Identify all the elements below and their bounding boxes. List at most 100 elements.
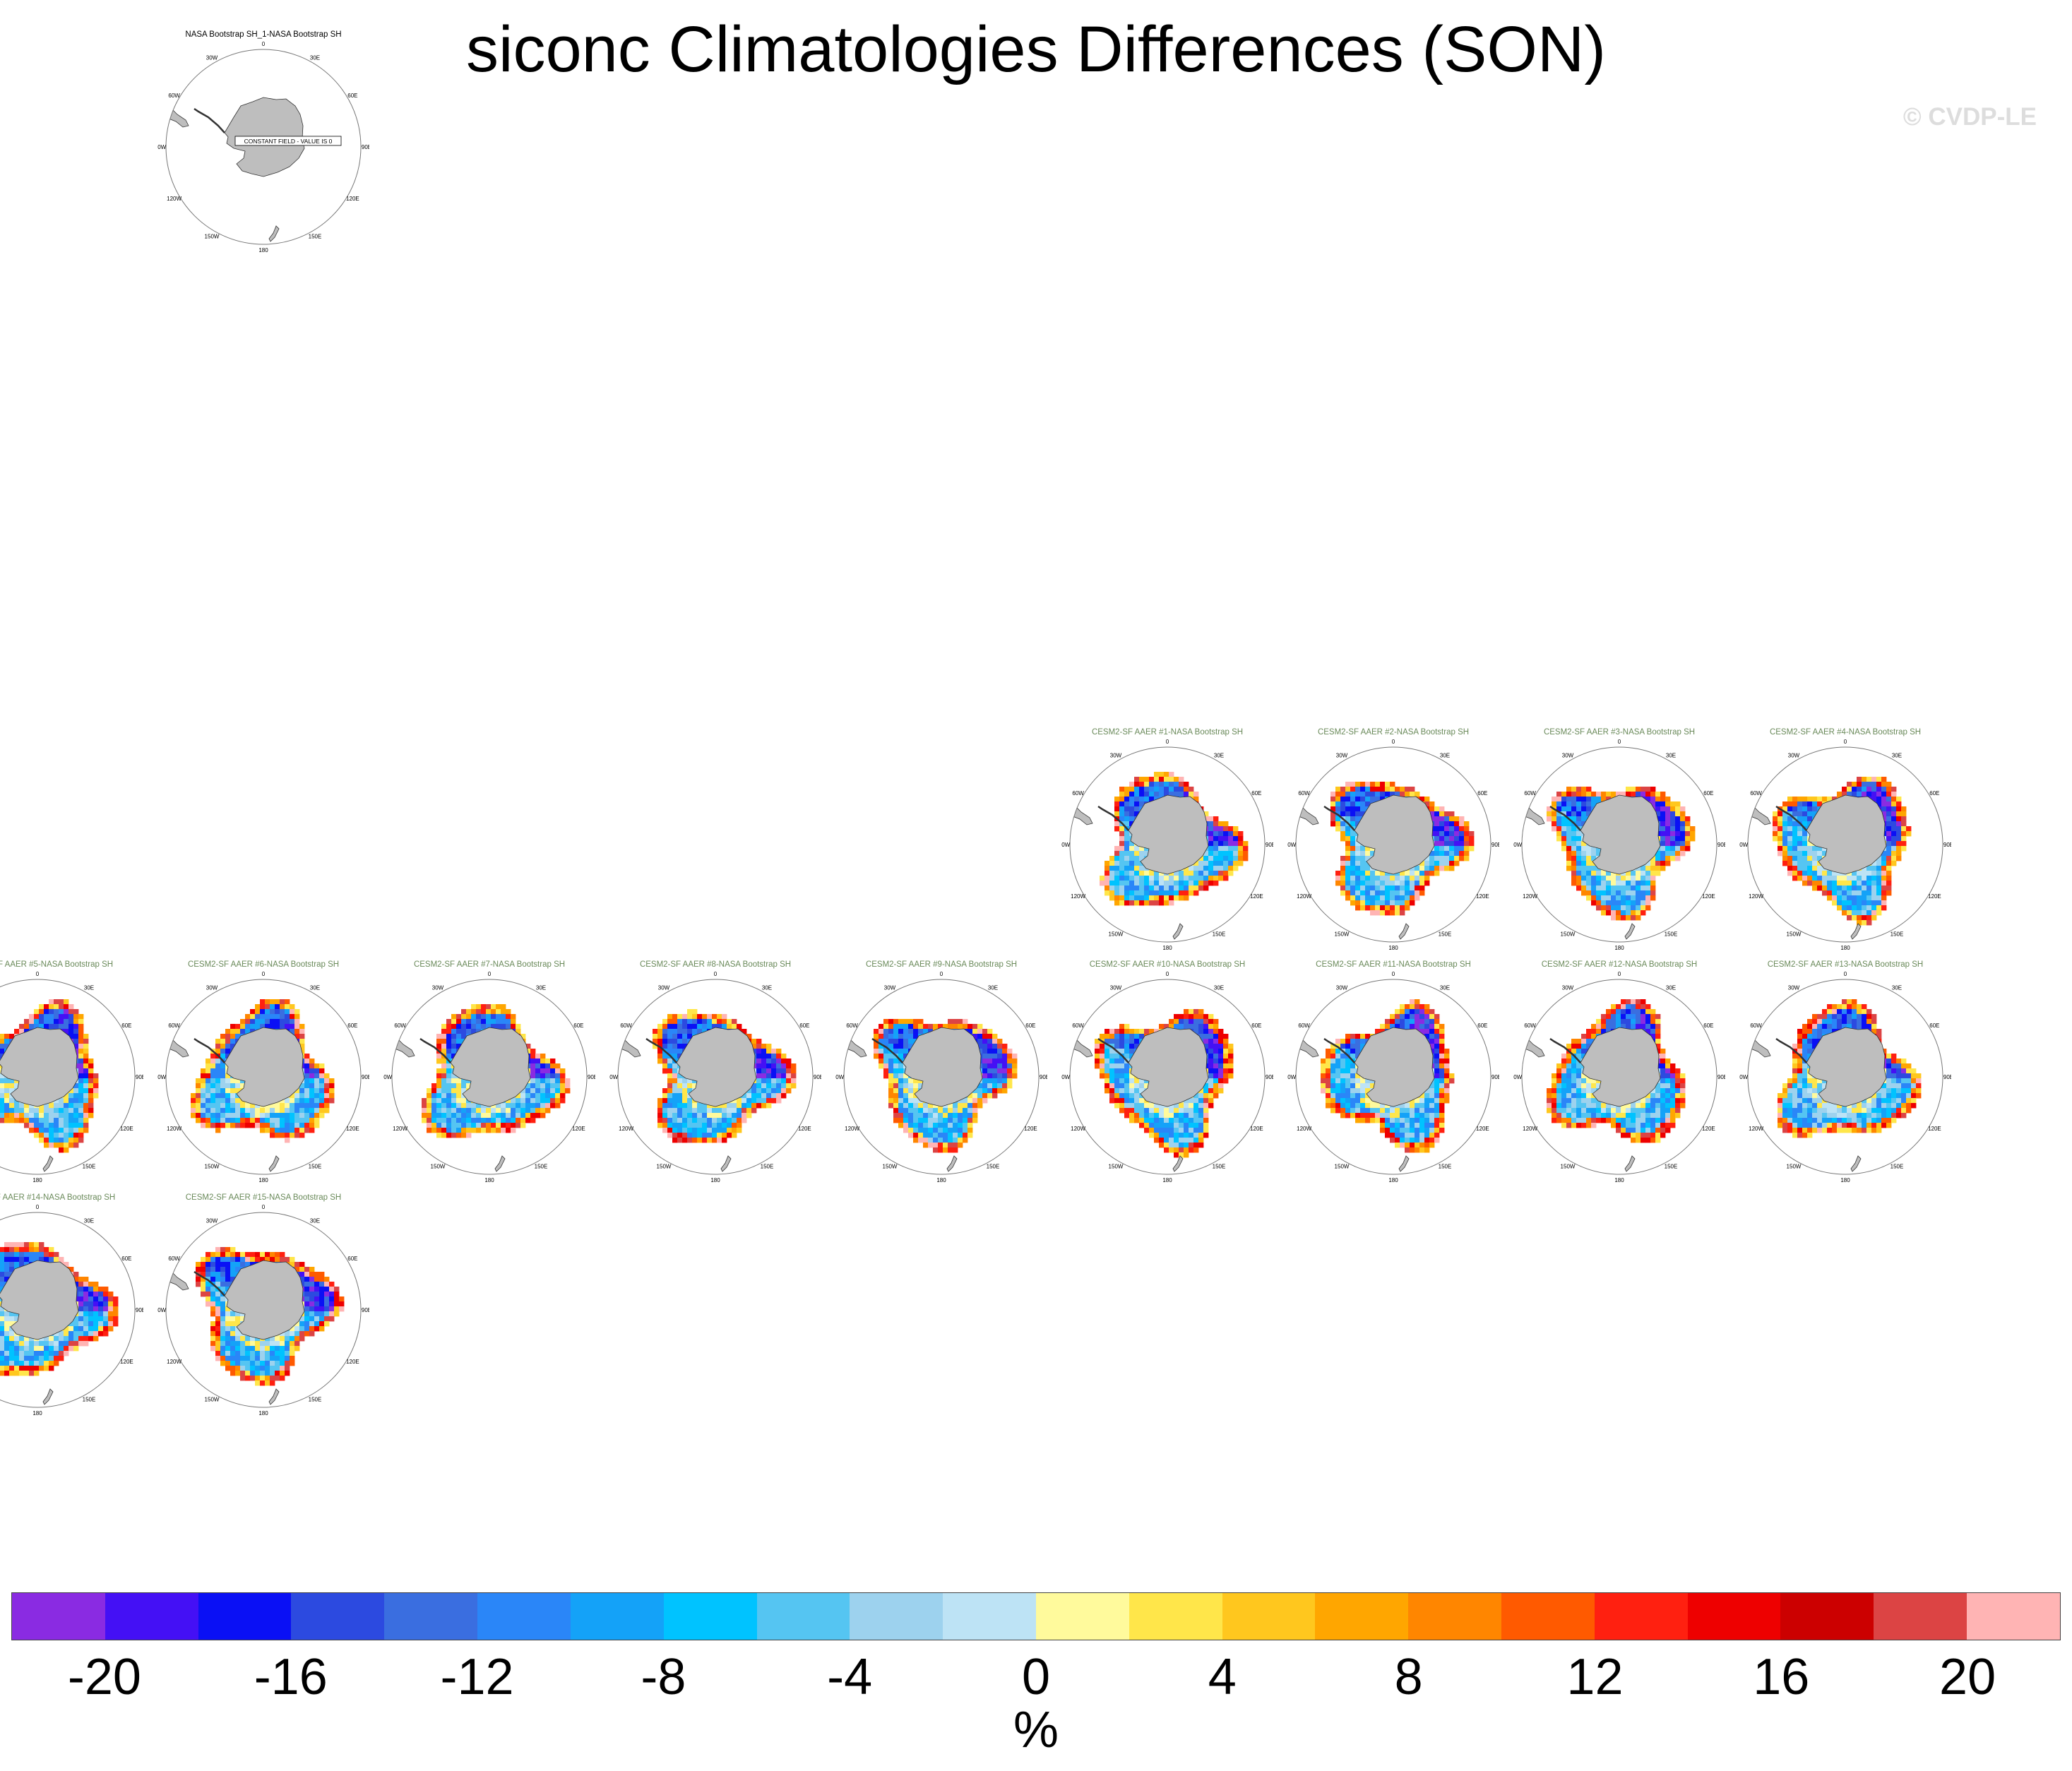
sea-ice-cell — [1410, 900, 1415, 906]
sea-ice-cell — [1837, 792, 1842, 797]
sea-ice-cell — [712, 1019, 718, 1025]
sea-ice-cell — [471, 1009, 477, 1015]
sea-ice-cell — [781, 1068, 787, 1074]
sea-ice-cell — [1129, 876, 1135, 881]
sea-ice-cell — [64, 1147, 69, 1153]
sea-ice-cell — [776, 1068, 782, 1074]
sea-ice-cell — [280, 1004, 285, 1010]
sea-ice-cell — [1576, 801, 1582, 807]
sea-ice-cell — [1797, 861, 1803, 866]
sea-ice-cell — [1680, 821, 1686, 827]
antarctic-peninsula — [1323, 805, 1355, 831]
sea-ice-cell — [275, 1014, 280, 1020]
sea-ice-cell — [299, 1088, 305, 1094]
sea-ice-cell — [294, 1103, 300, 1109]
sea-ice-cell — [722, 1103, 727, 1109]
sea-ice-cell — [1380, 881, 1386, 886]
sea-ice-cell — [314, 1093, 320, 1099]
sea-ice-cell — [1454, 831, 1460, 837]
sea-ice-cell — [1114, 821, 1120, 827]
sea-ice-cell — [83, 1088, 89, 1094]
sea-ice-cell — [441, 1034, 447, 1039]
sea-ice-cell — [1355, 871, 1361, 876]
sea-ice-cell — [1405, 876, 1410, 881]
sea-ice-cell — [1866, 915, 1872, 921]
sea-ice-cell — [1410, 886, 1415, 891]
sea-ice-cell — [1159, 787, 1165, 792]
sea-ice-cell — [1611, 876, 1616, 881]
sea-ice-cell — [456, 1083, 462, 1089]
sea-ice-cell — [908, 1029, 914, 1034]
sea-ice-cell — [717, 1113, 722, 1119]
sea-ice-cell — [1464, 846, 1470, 852]
sea-ice-cell — [304, 1078, 310, 1084]
sea-ice-cell — [1837, 905, 1842, 911]
sea-ice-cell — [1596, 900, 1602, 906]
sea-ice-cell — [466, 1024, 472, 1030]
sea-ice-cell — [1591, 886, 1597, 891]
sea-ice-cell — [525, 1118, 531, 1123]
sea-ice-cell — [39, 1009, 44, 1015]
sea-ice-cell — [496, 1103, 501, 1109]
sea-ice-cell — [0, 1073, 5, 1079]
sea-ice-cell — [1621, 792, 1626, 797]
sea-ice-cell — [501, 1113, 506, 1119]
sea-ice-cell — [1601, 890, 1607, 896]
sea-ice-cell — [1434, 806, 1440, 812]
sea-ice-cell — [972, 1024, 978, 1030]
sea-ice-cell — [1129, 787, 1135, 792]
sea-ice-cell — [1621, 881, 1626, 886]
sea-ice-cell — [903, 1034, 909, 1039]
tasmania-landmass — [1253, 922, 1265, 931]
longitude-label: 0 — [262, 971, 266, 977]
sea-ice-cell — [461, 1133, 467, 1138]
sea-ice-cell — [1213, 841, 1219, 847]
sea-ice-cell — [93, 1073, 99, 1079]
sea-ice-cell — [9, 1088, 15, 1094]
sea-ice-cell — [923, 1029, 929, 1034]
sea-ice-cell — [329, 1083, 335, 1089]
sea-ice-cell — [903, 1039, 909, 1044]
sea-ice-cell — [888, 1044, 894, 1049]
sea-ice-cell — [766, 1049, 772, 1054]
sea-ice-cell — [1862, 876, 1867, 881]
sea-ice-cell — [1581, 841, 1587, 847]
sea-ice-cell — [879, 1034, 884, 1039]
sea-ice-cell — [545, 1063, 551, 1069]
sea-ice-cell — [550, 1073, 556, 1079]
sea-ice-cell — [83, 1059, 89, 1064]
longitude-label: 90W — [1287, 842, 1297, 848]
sea-ice-cell — [727, 1019, 732, 1025]
longitude-label: 0 — [262, 41, 266, 47]
sea-ice-cell — [766, 1088, 772, 1094]
sea-ice-cell — [1645, 886, 1651, 891]
sea-ice-cell — [451, 1083, 457, 1089]
sea-ice-cell — [59, 1108, 64, 1114]
sea-ice-cell — [280, 1118, 285, 1123]
sea-ice-cell — [1370, 851, 1376, 857]
sea-ice-cell — [540, 1098, 546, 1104]
sea-ice-cell — [672, 1128, 678, 1133]
sea-ice-cell — [1891, 797, 1897, 802]
sea-ice-cell — [0, 1083, 5, 1089]
sea-ice-cell — [1105, 866, 1110, 871]
sea-ice-cell — [1645, 900, 1651, 906]
sea-ice-cell — [34, 1108, 40, 1114]
sea-ice-cell — [1370, 890, 1376, 896]
sea-ice-cell — [1797, 816, 1803, 822]
sea-ice-cell — [54, 1123, 59, 1128]
sea-ice-cell — [697, 1133, 703, 1138]
sea-ice-cell — [225, 1078, 231, 1084]
sea-ice-cell — [1576, 846, 1582, 852]
sea-ice-cell — [1886, 831, 1892, 837]
sea-ice-cell — [662, 1054, 668, 1059]
sea-ice-cell — [29, 1103, 35, 1109]
sea-ice-cell — [687, 1083, 693, 1089]
sea-ice-cell — [1129, 856, 1135, 861]
sea-ice-cell — [1459, 831, 1465, 837]
sea-ice-cell — [1208, 851, 1214, 857]
sea-ice-cell — [1552, 821, 1557, 827]
sea-ice-cell — [1189, 871, 1194, 876]
polar-map: 030E60E90E120E150E180150W120W90W60W30W — [1061, 739, 1273, 950]
sea-ice-cell — [93, 1083, 99, 1089]
